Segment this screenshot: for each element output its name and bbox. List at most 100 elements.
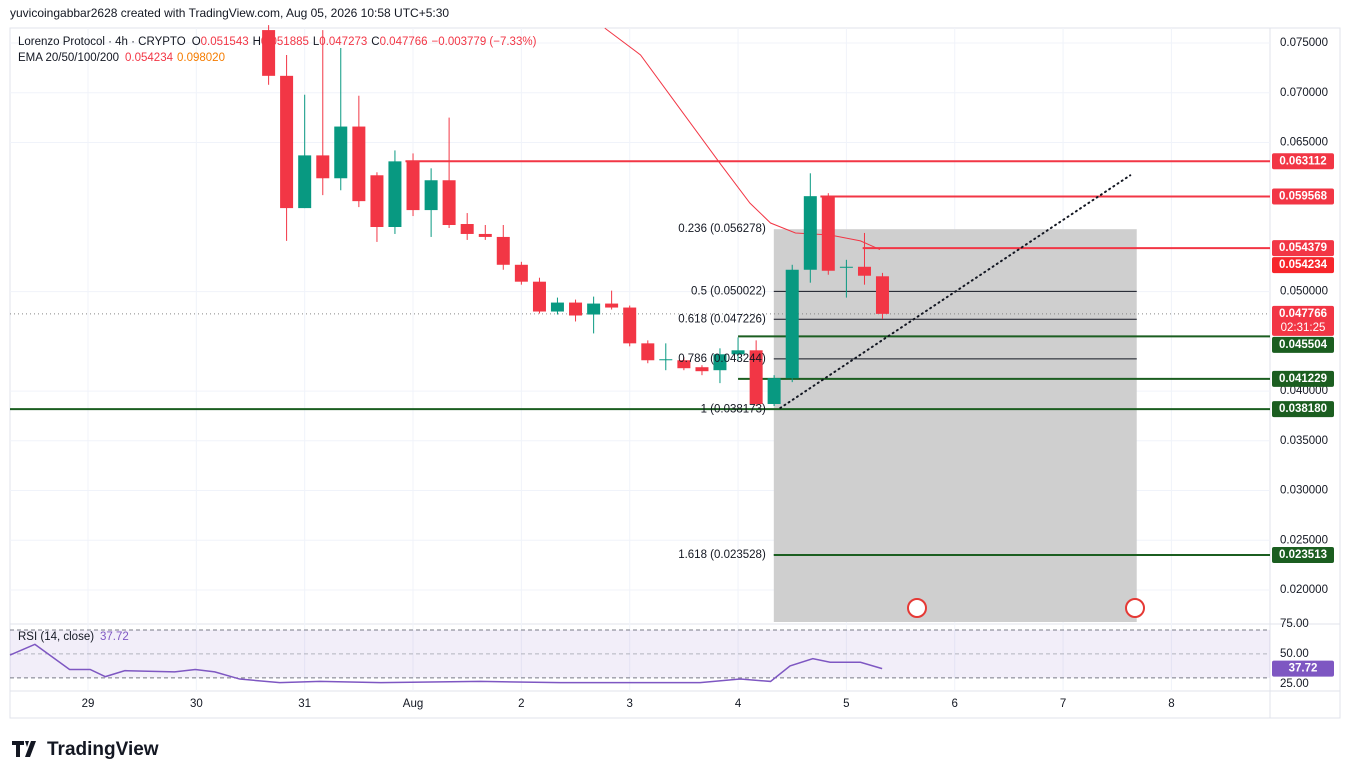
price-label: 0.038180 [1279, 403, 1327, 415]
candle-body [316, 155, 330, 179]
fib-label: 1.618 (0.023528) [678, 549, 766, 561]
x-tick-label: 3 [627, 698, 633, 710]
candle-body [424, 180, 438, 211]
x-tick-label: Aug [403, 698, 423, 710]
ema-line [604, 27, 881, 251]
symbol: Lorenzo Protocol · 4h · CRYPTO [18, 36, 186, 48]
candle-body [785, 269, 799, 379]
credit: yuvicoingabbar2628 created with TradingV… [10, 6, 449, 20]
candle-body [695, 367, 709, 372]
y-tick-label: 0.025000 [1280, 534, 1328, 546]
price-label-box [1272, 401, 1334, 418]
trend-line [779, 174, 1132, 409]
ohlc-key: O [192, 36, 201, 48]
y-tick-label: 0.065000 [1280, 136, 1328, 148]
candle-body [821, 196, 835, 271]
logo-text: TradingView [47, 739, 159, 760]
candle-body [857, 266, 871, 276]
logo-icon [12, 741, 36, 757]
candle-body [370, 175, 384, 227]
rsi-title: RSI (14, close) [18, 631, 94, 643]
fib-box [773, 229, 1137, 622]
price-label-box [1272, 188, 1334, 205]
ohlc-key: L [313, 36, 320, 48]
y-tick-label: 0.075000 [1280, 37, 1328, 49]
ema-value: 0.054234 [125, 52, 174, 64]
change: −0.003779 (−7.33%) [432, 36, 537, 48]
rsi-value-label: 37.72 [1289, 663, 1318, 675]
ema-name: EMA 20/50/100/200 [18, 52, 119, 64]
candle-body [587, 303, 601, 315]
ohlc-value: 0.051885 [261, 36, 309, 48]
ohlc-key: H [253, 36, 261, 48]
price-label: 0.059568 [1279, 191, 1328, 203]
fib-label: 0.5 (0.050022) [691, 285, 766, 297]
price-label: 0.041229 [1279, 373, 1327, 385]
price-label-box [1272, 336, 1334, 353]
price-label-box [1272, 305, 1334, 336]
x-tick-label: 6 [952, 698, 958, 710]
rsi-tick-label: 50.00 [1280, 648, 1309, 660]
ohlc-value: 0.047766 [380, 36, 428, 48]
fib-label: 1 (0.038173) [701, 403, 766, 415]
logo: TradingView [12, 739, 159, 760]
rsi-line [9, 643, 883, 684]
candle-body [677, 360, 691, 369]
flag-icon [1125, 598, 1145, 618]
ema-value: 0.098020 [177, 52, 225, 64]
price-label-box [1272, 240, 1334, 257]
price-label: 0.054234 [1279, 259, 1328, 271]
labels-layer: 0.075000 0.070000 0.065000 0.050000 0.040000… [18, 36, 1334, 710]
y-tick-label: 0.050000 [1280, 286, 1328, 298]
fib-label: 0.618 (0.047226) [678, 313, 766, 325]
x-tick-label: 29 [82, 698, 95, 710]
event-flags [907, 598, 1145, 618]
flag-icon [907, 598, 927, 618]
y-tick-label: 0.030000 [1280, 485, 1328, 497]
candle-body [569, 302, 583, 316]
x-tick-label: 8 [1168, 698, 1174, 710]
ema-legend: EMA 20/50/100/200 0.054234 0.098020 [18, 52, 225, 64]
x-tick-label: 5 [843, 698, 849, 710]
candle-body [514, 264, 528, 282]
candle-body [262, 30, 276, 76]
y-tick-label: 0.070000 [1280, 87, 1328, 99]
x-tick-label: 7 [1060, 698, 1066, 710]
candle-body [731, 350, 745, 355]
price-label: 0.063112 [1279, 155, 1326, 167]
price-label: 0.023513 [1279, 549, 1327, 561]
ohlc-value: 0.047273 [319, 36, 367, 48]
ohlc-key: C [371, 36, 379, 48]
candle-body [298, 155, 312, 209]
candle-body [406, 161, 420, 211]
candle-body [713, 354, 727, 371]
candle-body [478, 233, 492, 237]
candle-body [803, 196, 817, 270]
candle-body [749, 350, 763, 405]
candle-body [280, 75, 294, 209]
candle-body [460, 224, 474, 234]
candle-body [767, 378, 781, 405]
candle-body [388, 161, 402, 227]
candle-body [496, 236, 510, 265]
fib-label: 0.236 (0.056278) [678, 223, 766, 235]
rsi-value-box [1272, 660, 1334, 677]
candle-body [875, 276, 889, 314]
ohlc-value: 0.051543 [201, 36, 249, 48]
marks-layer [9, 25, 1270, 684]
price-label: 0.045504 [1279, 339, 1328, 351]
rsi-tick-label: 75.00 [1280, 618, 1309, 630]
rsi-tick-label: 25.00 [1280, 678, 1309, 690]
price-label-box [1272, 153, 1334, 170]
background-layer [10, 28, 1270, 691]
x-tick-label: 30 [190, 698, 203, 710]
price-label: 0.054379 [1279, 242, 1327, 254]
symbol-legend: Lorenzo Protocol · 4h · CRYPTO O0.051543 H… [18, 36, 537, 48]
candle-body [659, 359, 673, 361]
price-label-box [1272, 370, 1334, 387]
candle-body [532, 281, 546, 312]
y-tick-label: 0.040000 [1280, 385, 1328, 397]
price-label-box [1272, 547, 1334, 564]
rsi-title-value: 37.72 [100, 631, 129, 643]
price-label: 0.047766 [1279, 308, 1327, 320]
